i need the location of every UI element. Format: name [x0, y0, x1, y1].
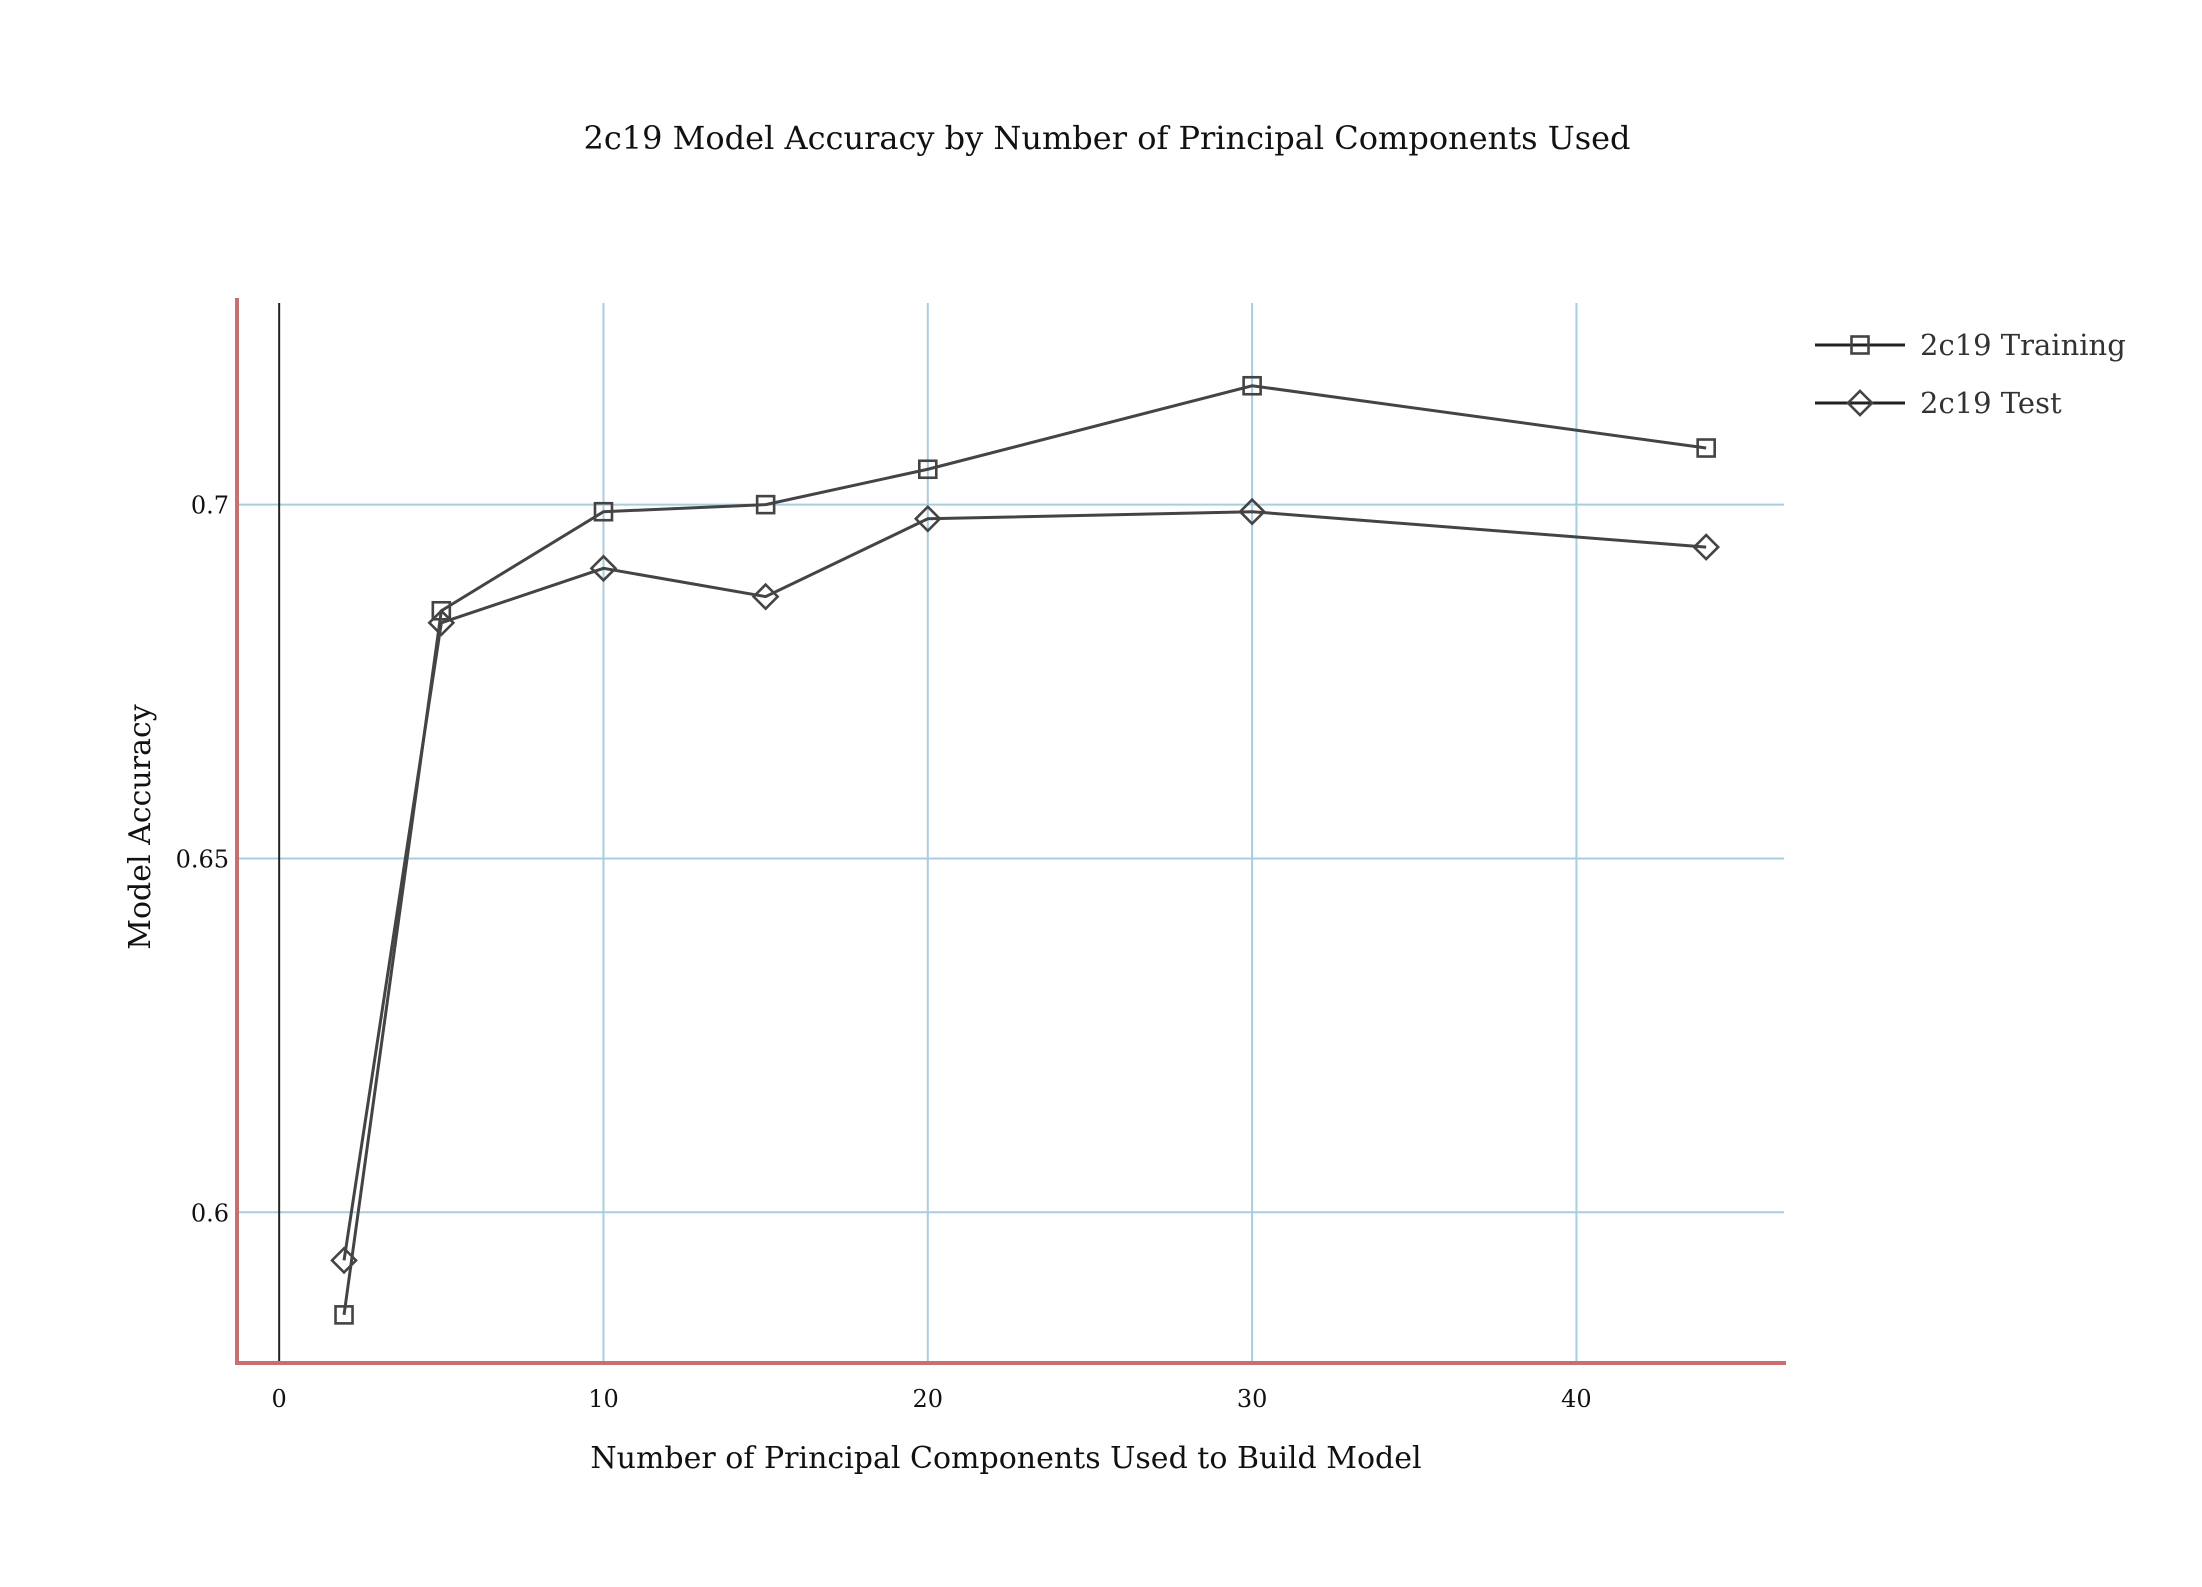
data-point-1-2 — [589, 554, 618, 583]
x-axis-label: Number of Principal Components Used to B… — [590, 1441, 1421, 1476]
series-training — [334, 375, 1716, 1325]
data-point-0-6 — [1696, 438, 1716, 458]
series-line-0 — [342, 384, 1707, 1316]
series-layer — [330, 375, 1721, 1325]
data-point-0-0 — [334, 1305, 354, 1325]
series-test — [330, 497, 1721, 1275]
x-tick-label-40: 40 — [1561, 1385, 1592, 1413]
data-point-0-2 — [593, 501, 614, 522]
legend-marker-0 — [1850, 335, 1870, 355]
y-tick-label-0.65: 0.65 — [176, 845, 229, 873]
y-axis-label: Model Accuracy — [123, 704, 158, 949]
data-point-1-4 — [913, 504, 942, 533]
legend-item-1: 2c19 Test — [1815, 386, 2062, 420]
series-line-1 — [342, 510, 1707, 1261]
data-point-0-1 — [431, 600, 452, 621]
data-point-1-6 — [1692, 533, 1721, 561]
x-tick-label-10: 10 — [588, 1385, 619, 1413]
gridlines — [237, 303, 1784, 1363]
legend-label-1: 2c19 Test — [1920, 386, 2062, 420]
tick-labels: 0 10 20 30 40 0.6 0.65 0.7 — [176, 492, 1592, 1413]
data-point-0-4 — [917, 459, 938, 480]
x-tick-label-20: 20 — [913, 1385, 944, 1413]
y-tick-label-0.7: 0.7 — [191, 492, 229, 520]
legend-item-0: 2c19 Training — [1815, 328, 2126, 362]
x-tick-label-0: 0 — [272, 1385, 287, 1413]
axes-frame — [235, 298, 1786, 1365]
data-point-1-5 — [1238, 497, 1266, 526]
legend: 2c19 Training 2c19 Test — [1815, 328, 2126, 420]
data-point-1-1 — [427, 608, 456, 637]
data-point-0-5 — [1242, 375, 1262, 396]
y-tick-label-0.6: 0.6 — [191, 1199, 229, 1227]
legend-marker-1 — [1846, 389, 1874, 417]
data-point-0-3 — [755, 494, 776, 515]
x-tick-label-30: 30 — [1237, 1385, 1268, 1413]
chart-title: 2c19 Model Accuracy by Number of Princip… — [583, 119, 1630, 157]
data-point-1-0 — [330, 1246, 358, 1275]
data-point-1-3 — [751, 582, 780, 611]
legend-label-0: 2c19 Training — [1920, 328, 2126, 362]
